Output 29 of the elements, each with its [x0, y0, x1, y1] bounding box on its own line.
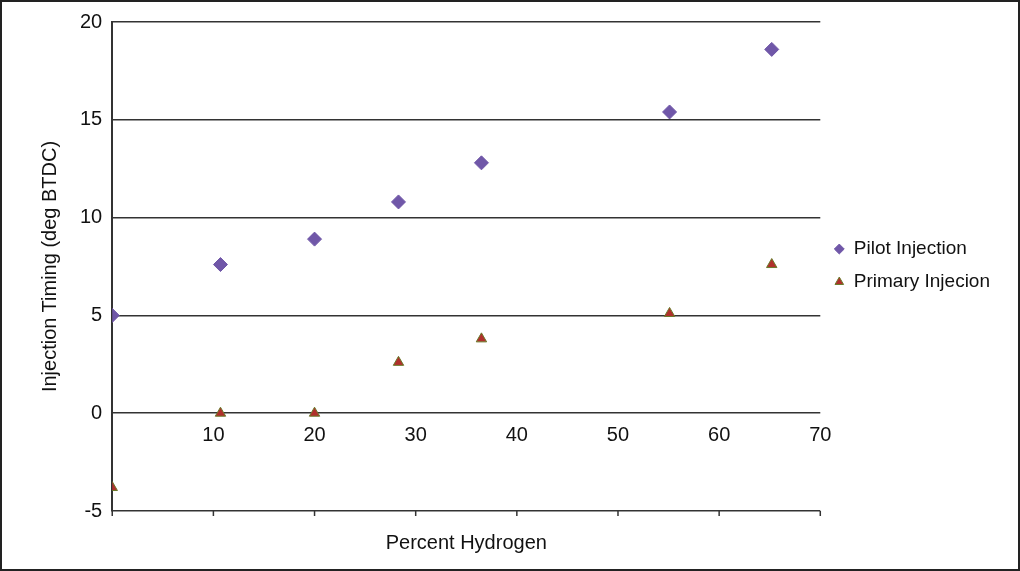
- y-tick-label: 0: [91, 400, 103, 423]
- point: [307, 231, 323, 247]
- y-tick-label: 5: [91, 302, 103, 325]
- y-tick-label: 20: [80, 9, 103, 32]
- point: [308, 406, 321, 417]
- point: [392, 355, 405, 366]
- point: [212, 257, 228, 273]
- point: [663, 306, 676, 317]
- point: [764, 41, 780, 57]
- point: [662, 104, 678, 120]
- legend-label: Primary Injecion: [853, 270, 991, 292]
- x-tick-label: 20: [303, 422, 326, 445]
- x-tick-label: 70: [809, 422, 832, 445]
- y-tick-label: 10: [80, 205, 103, 228]
- x-axis-title: Percent Hydrogen: [385, 530, 547, 553]
- y-axis-title: Injection Timing (deg BTDC): [37, 140, 60, 393]
- y-tick-label: 15: [80, 107, 103, 130]
- point: [473, 155, 489, 171]
- x-tick-label: 60: [708, 422, 731, 445]
- y-tick-label: -5: [84, 498, 103, 521]
- x-tick-label: 10: [202, 422, 225, 445]
- point: [391, 194, 406, 210]
- point: [766, 258, 778, 269]
- point: [475, 332, 488, 343]
- legend-label: Pilot Injection: [853, 237, 967, 259]
- x-tick-label: 30: [404, 422, 427, 445]
- x-tick-label: 50: [606, 422, 630, 445]
- x-tick-label: 40: [505, 422, 528, 445]
- point: [214, 406, 227, 417]
